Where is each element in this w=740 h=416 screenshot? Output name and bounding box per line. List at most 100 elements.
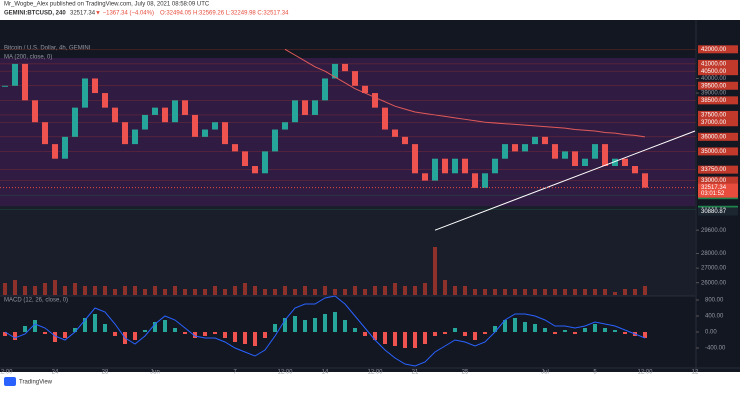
ma-line	[284, 48, 646, 138]
macd-bar	[33, 320, 37, 332]
volume-bar	[463, 286, 467, 295]
zone-shade	[0, 58, 695, 206]
macd-bar	[133, 332, 137, 340]
candle	[62, 136, 68, 159]
y-tick-label: 39000.00	[701, 91, 727, 97]
volume-bar	[103, 286, 107, 295]
macd-bar	[593, 324, 597, 332]
volume-bar	[323, 286, 327, 295]
level-label: 35000.00	[701, 149, 727, 155]
x-tick-label: 12	[692, 370, 699, 376]
macd-bar	[203, 332, 207, 336]
macd-bar	[453, 328, 457, 332]
volume-bar	[513, 289, 517, 295]
macd-bar	[543, 328, 547, 332]
macd-bar	[23, 326, 27, 332]
candle	[532, 136, 538, 145]
level-tag	[698, 59, 738, 68]
volume-bar	[173, 286, 177, 295]
ohlc: O:32494.05 H:32569.26 L:32249.98 C:32517…	[160, 11, 289, 17]
macd-bar	[243, 332, 247, 344]
plot: 12:00 24 28 Jun 7 12:00 14 12:00 21 25 Jul 5 12:00 12…	[0, 45, 738, 376]
volume-bar	[553, 289, 557, 295]
macd-bar	[73, 328, 77, 332]
candle	[52, 144, 58, 159]
trendline	[434, 130, 696, 231]
macd-bar	[303, 320, 307, 332]
legend-ma: MA (200, close, 0)	[4, 55, 52, 61]
level-label: 36000.00	[701, 134, 727, 140]
candle	[512, 144, 518, 152]
x-tick-label: Jul	[541, 370, 549, 376]
macd-bar	[573, 332, 577, 334]
macd-tick-label: 0.00	[705, 330, 717, 336]
macd-bar	[443, 332, 447, 334]
level-tag	[698, 110, 738, 119]
candle	[342, 63, 348, 72]
volume-bar	[423, 283, 427, 295]
volume-bar	[213, 286, 217, 295]
volume-bar	[183, 289, 187, 295]
candle	[262, 151, 268, 174]
y-tick-label: 29600.00	[701, 228, 727, 234]
x-tick-label: 25	[462, 370, 469, 376]
volume-bar	[303, 286, 307, 295]
level-label: 33000.00	[701, 178, 727, 184]
level-label: 37000.00	[701, 120, 727, 126]
volume-bar	[93, 286, 97, 295]
macd-bar	[473, 332, 477, 340]
lower-shade	[0, 206, 695, 296]
candle	[172, 100, 178, 123]
x-tick-label: 21	[412, 370, 419, 376]
volume-bar	[353, 286, 357, 295]
candle	[352, 71, 358, 86]
macd-bar	[343, 320, 347, 332]
volume-bar	[613, 292, 617, 295]
macd-tick-label: -400.00	[705, 346, 726, 352]
y-tick-label: 26000.00	[701, 280, 727, 286]
y-tick-label: 27000.00	[701, 266, 727, 272]
candle	[212, 122, 218, 130]
macd-bar	[223, 332, 227, 338]
candle	[382, 107, 388, 130]
level-label: 39500.00	[701, 83, 727, 89]
macd-bar	[533, 324, 537, 332]
volume-bar	[283, 286, 287, 295]
volume-bar	[633, 289, 637, 295]
volume-bar	[623, 289, 627, 295]
candle	[202, 129, 208, 137]
candle	[322, 78, 328, 101]
volume-bar	[23, 286, 27, 295]
volume-bar	[3, 283, 7, 295]
macd-bar	[463, 332, 467, 336]
candle	[452, 158, 458, 174]
x-tick-label: 12:00	[277, 370, 293, 376]
macd-title: MACD (12, 26, close, 0)	[4, 298, 68, 304]
x-tick-label: 12:00	[367, 370, 383, 376]
level-tag	[698, 67, 738, 76]
level-tag	[698, 132, 738, 141]
volume-bar	[233, 286, 237, 295]
volume-bar	[43, 283, 47, 295]
level-tag	[698, 147, 738, 156]
macd-bar	[3, 332, 7, 336]
candle	[102, 93, 108, 108]
level-tag	[698, 118, 738, 127]
macd-bar	[613, 330, 617, 332]
volume-bar	[573, 289, 577, 295]
candle	[472, 173, 478, 188]
macd-bar	[413, 332, 417, 348]
volume-bar	[373, 286, 377, 295]
level-tag	[698, 96, 738, 105]
macd-bar	[113, 332, 117, 336]
volume-bar	[133, 286, 137, 295]
volume-bar	[583, 289, 587, 295]
x-tick-label: 5	[593, 370, 597, 376]
volume-bar	[493, 289, 497, 295]
macd-bar	[493, 326, 497, 332]
volume-bar	[333, 289, 337, 295]
level-label: 37500.00	[701, 113, 727, 119]
macd-bar	[333, 312, 337, 332]
candle	[92, 78, 98, 94]
x-tick-label: 7	[233, 370, 237, 376]
